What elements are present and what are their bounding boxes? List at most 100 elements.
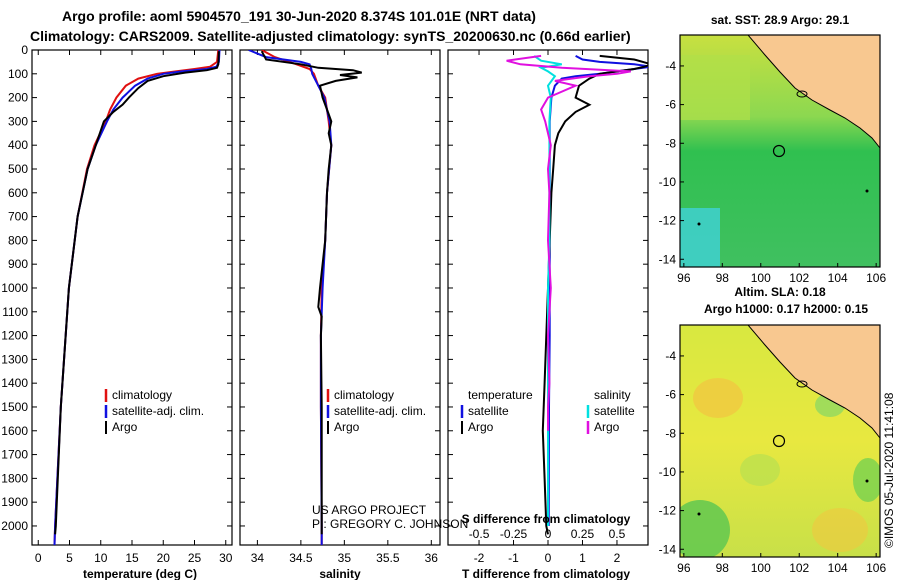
y-tick-label: 0: [21, 43, 28, 57]
temperature-series: [53, 50, 221, 545]
sst-map-ticks: 96 98 100 102 104 106 -4 -6 -8 -10 -12 -14: [659, 59, 887, 285]
x2-tick-label: -0.25: [500, 527, 528, 541]
legend-temperature-title: temperature: [468, 388, 533, 402]
x-tick-label: 35: [338, 551, 352, 565]
x-tick-label: 25: [188, 551, 202, 565]
sla-high-patch: [812, 508, 868, 552]
map-x-tick-label: 104: [828, 271, 848, 285]
map-x-tick-label: 98: [716, 561, 730, 575]
map-x-tick-label: 96: [677, 271, 691, 285]
sst-map-title: sat. SST: 28.9 Argo: 29.1: [711, 13, 850, 27]
y-tick-label: 800: [8, 233, 28, 247]
y-tick-label: 1400: [1, 376, 28, 390]
argo-position-marker: [772, 144, 786, 158]
sla-map-ticks: 96 98 100 102 104 106 -4 -6 -8 -10 -12 -14: [659, 349, 887, 575]
y-tick-label: 200: [8, 91, 28, 105]
map-x-tick-label: 98: [716, 271, 730, 285]
map-y-tick-label: -8: [665, 426, 676, 440]
y-tick-label: 1000: [1, 281, 28, 295]
map-x-tick-label: 106: [866, 561, 886, 575]
x-tick-label: 2: [614, 551, 621, 565]
legend-argo: Argo: [334, 420, 360, 434]
island-icon: [796, 90, 808, 98]
y-tick-label: 500: [8, 162, 28, 176]
y-tick-label: 1600: [1, 424, 28, 438]
map-x-tick-label: 104: [828, 561, 848, 575]
temperature-x-ticks: 0 5 10 15 20 25 30: [35, 50, 233, 565]
y-tick-label: 700: [8, 210, 28, 224]
legend-argo-s: Argo: [594, 420, 620, 434]
sla-map: [680, 325, 880, 557]
argo-position-marker: [772, 434, 786, 448]
x2-tick-label: 0.5: [609, 527, 626, 541]
x-tick-label: -1: [508, 551, 519, 565]
x-tick-label: 15: [125, 551, 139, 565]
map-y-tick-label: -10: [659, 175, 677, 189]
y-tick-label: 1900: [1, 495, 28, 509]
map-x-tick-label: 96: [677, 561, 691, 575]
map-x-tick-label: 102: [789, 561, 809, 575]
legend-climatology: climatology: [334, 388, 394, 402]
x-tick-label: 36: [425, 551, 439, 565]
map-y-tick-label: -4: [665, 349, 676, 363]
y-tick-label: 1500: [1, 400, 28, 414]
x-tick-label: 35.5: [376, 551, 400, 565]
sst-cool-patch: [680, 208, 720, 267]
series-line-argo: [260, 50, 362, 535]
island-cocos-icon: [697, 222, 701, 226]
legend-argo-t: Argo: [468, 420, 494, 434]
depth-axis-ticks: 0 100 200 300 400 500 600 700 800 900 1000 1100 1200…: [1, 43, 648, 533]
x-tick-label: 34: [251, 551, 265, 565]
difference-legend: temperature satellite Argo salinity sate…: [460, 388, 635, 434]
x2-tick-label: 0.25: [571, 527, 595, 541]
y-tick-label: 1200: [1, 329, 28, 343]
y-tick-label: 1700: [1, 448, 28, 462]
legend-satellite-t: satellite: [468, 404, 509, 418]
credit-stamp: ©IMOS 05-Jul-2020 11:41:08: [882, 392, 896, 548]
map-y-tick-label: -10: [659, 465, 677, 479]
map-y-tick-label: -6: [665, 98, 676, 112]
land-sumatra-java: [747, 35, 880, 149]
sst-warm-patch: [680, 55, 750, 120]
legend-satellite-s: satellite: [594, 404, 635, 418]
map-y-tick-label: -14: [659, 252, 677, 266]
island-icon: [796, 380, 808, 388]
y-tick-label: 1100: [2, 305, 28, 319]
difference-xlabel: T difference from climatology: [462, 567, 630, 580]
legend-satellite: satellite-adj. clim.: [334, 404, 426, 418]
x-tick-label: 5: [66, 551, 73, 565]
x-tick-label: 34.5: [289, 551, 313, 565]
x-tick-label: 1: [579, 551, 586, 565]
map-y-tick-label: -12: [659, 504, 677, 518]
project-annotation: US ARGO PROJECT: [312, 503, 427, 517]
difference-series: [506, 54, 648, 535]
map-y-tick-label: -14: [659, 542, 677, 556]
x2-tick-label: -0.5: [469, 527, 490, 541]
series-line-argo: [54, 51, 220, 535]
header-line2: Climatology: CARS2009. Satellite-adjuste…: [30, 28, 631, 44]
legend-argo: Argo: [112, 420, 138, 434]
series-line-climatology: [53, 50, 220, 545]
island-christmas-icon: [865, 189, 869, 193]
salinity-legend: climatology satellite-adj. clim. Argo US…: [312, 388, 468, 531]
y-tick-label: 100: [8, 67, 28, 81]
map-y-tick-label: -8: [665, 136, 676, 150]
map-x-tick-label: 100: [751, 271, 771, 285]
series-line-argo-s: [506, 54, 631, 431]
x-tick-label: 10: [94, 551, 108, 565]
island-cocos-icon: [697, 512, 701, 516]
series-line-satellite-adj-clim-: [53, 50, 221, 545]
map-y-tick-label: -4: [665, 59, 676, 73]
x-tick-label: 30: [219, 551, 233, 565]
sla-map-subtitle: Argo h1000: 0.17 h2000: 0.15: [704, 302, 868, 316]
x-tick-label: 0: [35, 551, 42, 565]
y-tick-label: 2000: [1, 519, 28, 533]
series-line-satellite-s: [533, 55, 562, 526]
x-tick-label: 0: [545, 551, 552, 565]
temperature-xlabel: temperature (deg C): [83, 567, 197, 580]
legend-climatology: climatology: [112, 388, 172, 402]
map-x-tick-label: 106: [866, 271, 886, 285]
y-tick-label: 1800: [1, 471, 28, 485]
series-line-satellite-t: [547, 55, 648, 527]
